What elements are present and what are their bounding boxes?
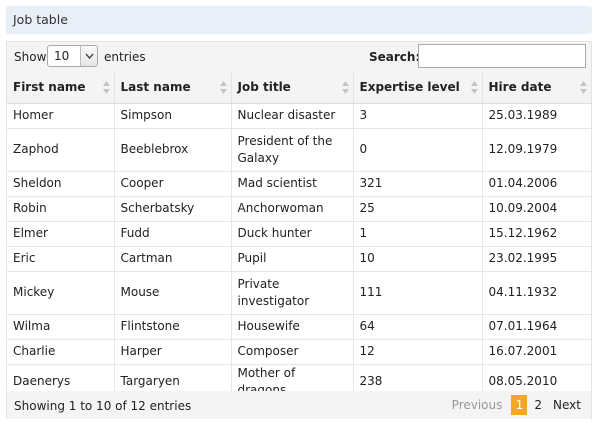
cell-job-title: Housewife [231, 314, 354, 340]
cell-expertise-level: 111 [353, 271, 483, 315]
table-row: Zaphod Beeblebrox President of the Galaxy 0… [7, 128, 591, 172]
previous-page-button[interactable]: Previous [451, 398, 503, 412]
table-row: Sheldon Cooper Mad scientist 321 01.04.2006 [7, 171, 591, 197]
cell-expertise-level: 321 [353, 171, 483, 197]
cell-last-name: Cooper [114, 171, 232, 197]
cell-job-title: Duck hunter [231, 221, 354, 247]
column-header-label: Last name [120, 80, 191, 95]
table-footer: Showing 1 to 10 of 12 entries Previous 1… [7, 391, 591, 419]
entries-label: entries [104, 50, 146, 64]
job-table: First name Last name Job title Expertise le… [7, 72, 591, 400]
cell-last-name: Beeblebrox [114, 128, 232, 172]
cell-job-title: Anchorwoman [231, 196, 354, 222]
cell-last-name: Mouse [114, 271, 232, 315]
table-body: Homer Simpson Nuclear disaster 3 25.03.1989 Z… [7, 103, 591, 400]
chevron-down-icon[interactable] [80, 46, 97, 66]
table-row: Homer Simpson Nuclear disaster 3 25.03.1989 [7, 103, 591, 129]
table-row: Elmer Fudd Duck hunter 1 15.12.1962 [7, 221, 591, 247]
cell-first-name: Zaphod [7, 128, 115, 172]
sort-both-icon[interactable] [470, 81, 478, 94]
cell-hire-date: 04.11.1932 [482, 271, 591, 315]
job-table-wrapper: Show 10 entries Search: First name Last n… [6, 41, 592, 419]
sort-both-icon[interactable] [580, 81, 587, 94]
cell-hire-date: 23.02.1995 [482, 246, 591, 272]
cell-last-name: Cartman [114, 246, 232, 272]
sort-both-icon[interactable] [102, 81, 110, 94]
cell-hire-date: 16.07.2001 [482, 339, 591, 365]
sort-both-icon[interactable] [219, 81, 227, 94]
cell-job-title: Mad scientist [231, 171, 354, 197]
cell-last-name: Harper [114, 339, 232, 365]
column-header-label: First name [13, 80, 86, 95]
cell-expertise-level: 12 [353, 339, 483, 365]
page-2-button[interactable]: 2 [534, 398, 543, 412]
cell-hire-date: 07.01.1964 [482, 314, 591, 340]
cell-job-title: President of the Galaxy [231, 128, 354, 172]
column-header-label: Job title [237, 80, 291, 95]
cell-first-name: Wilma [7, 314, 115, 340]
column-header-label: Hire date [488, 80, 552, 95]
entries-per-page-select[interactable]: 10 [47, 45, 98, 67]
cell-job-title: Nuclear disaster [231, 103, 354, 129]
table-row: Mickey Mouse Private investigator 111 04.11.… [7, 271, 591, 315]
search-label: Search: [369, 50, 421, 64]
cell-first-name: Robin [7, 196, 115, 222]
column-header-first-name[interactable]: First name [7, 72, 115, 104]
cell-first-name: Mickey [7, 271, 115, 315]
column-header-expertise-level[interactable]: Expertise level [353, 72, 483, 104]
column-header-hire-date[interactable]: Hire date [482, 72, 591, 104]
cell-expertise-level: 25 [353, 196, 483, 222]
column-header-label: Expertise level [359, 80, 460, 95]
page-1-button[interactable]: 1 [511, 395, 528, 415]
pagination: Previous 1 2 Next [452, 395, 581, 415]
cell-hire-date: 10.09.2004 [482, 196, 591, 222]
search-input[interactable] [418, 44, 586, 68]
show-label: Show [14, 50, 47, 64]
cell-first-name: Elmer [7, 221, 115, 247]
cell-expertise-level: 3 [353, 103, 483, 129]
cell-hire-date: 12.09.1979 [482, 128, 591, 172]
cell-job-title: Pupil [231, 246, 354, 272]
column-header-last-name[interactable]: Last name [114, 72, 232, 104]
cell-hire-date: 15.12.1962 [482, 221, 591, 247]
cell-last-name: Scherbatsky [114, 196, 232, 222]
table-header-row: First name Last name Job title Expertise le… [7, 72, 591, 104]
column-header-job-title[interactable]: Job title [231, 72, 354, 104]
panel-title: Job table [6, 6, 592, 34]
table-info: Showing 1 to 10 of 12 entries [14, 399, 192, 413]
cell-expertise-level: 0 [353, 128, 483, 172]
cell-hire-date: 01.04.2006 [482, 171, 591, 197]
cell-expertise-level: 64 [353, 314, 483, 340]
table-row: Robin Scherbatsky Anchorwoman 25 10.09.2004 [7, 196, 591, 222]
table-row: Wilma Flintstone Housewife 64 07.01.1964 [7, 314, 591, 340]
table-row: Eric Cartman Pupil 10 23.02.1995 [7, 246, 591, 272]
cell-job-title: Private investigator [231, 271, 354, 315]
cell-first-name: Eric [7, 246, 115, 272]
cell-first-name: Homer [7, 103, 115, 129]
next-page-button[interactable]: Next [553, 398, 581, 412]
cell-expertise-level: 1 [353, 221, 483, 247]
entries-select-value: 10 [54, 49, 70, 63]
cell-first-name: Sheldon [7, 171, 115, 197]
sort-both-icon[interactable] [341, 81, 349, 94]
cell-first-name: Charlie [7, 339, 115, 365]
cell-job-title: Composer [231, 339, 354, 365]
cell-expertise-level: 10 [353, 246, 483, 272]
cell-last-name: Simpson [114, 103, 232, 129]
table-toolbar: Show 10 entries Search: [7, 42, 591, 72]
cell-hire-date: 25.03.1989 [482, 103, 591, 129]
table-row: Charlie Harper Composer 12 16.07.2001 [7, 339, 591, 365]
cell-last-name: Fudd [114, 221, 232, 247]
cell-last-name: Flintstone [114, 314, 232, 340]
